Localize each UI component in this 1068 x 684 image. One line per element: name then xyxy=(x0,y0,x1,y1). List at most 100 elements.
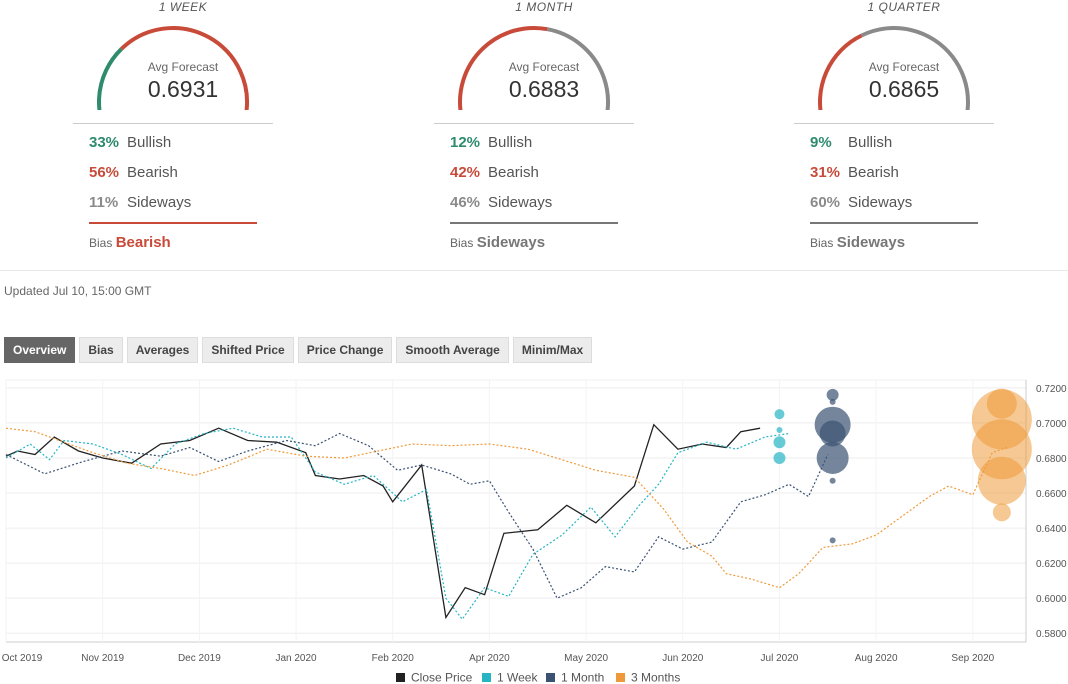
gauge-segment-red xyxy=(458,26,548,110)
legend-label[interactable]: 3 Months xyxy=(631,671,680,684)
forecast-bubble xyxy=(829,477,836,484)
sideways-pct: 46% xyxy=(450,194,481,211)
legend-label[interactable]: 1 Month xyxy=(561,671,604,684)
forecast-gauge xyxy=(458,26,610,110)
legend-label[interactable]: Close Price xyxy=(411,671,473,684)
gauge-segment-red xyxy=(120,26,249,110)
y-tick-label: 0.5800 xyxy=(1036,629,1067,640)
x-tick-label: Jan 2020 xyxy=(275,653,317,664)
legend-swatch xyxy=(482,673,491,682)
series-line-1-month xyxy=(5,432,829,599)
panel-title: 1 MONTH xyxy=(515,0,573,14)
sideways-pct: 60% xyxy=(810,194,841,211)
y-tick-label: 0.6000 xyxy=(1036,594,1067,605)
x-tick-label: May 2020 xyxy=(564,653,608,664)
gauge-segment-green xyxy=(97,47,123,110)
bearish-pct: 42% xyxy=(450,164,481,181)
bullish-row: 33% Bullish xyxy=(89,134,171,151)
tab-shifted-price[interactable]: Shifted Price xyxy=(202,337,294,363)
tab-minim-max[interactable]: Minim/Max xyxy=(512,337,593,363)
series-line-close-price xyxy=(5,423,761,620)
y-tick-label: 0.6400 xyxy=(1036,524,1067,535)
bearish-row: 56% Bearish xyxy=(89,164,178,181)
avg-forecast-value: 0.6865 xyxy=(868,76,940,102)
forecast-bubble xyxy=(977,456,1026,505)
bearish-label: Bearish xyxy=(127,164,178,181)
plot-area xyxy=(5,379,1027,643)
avg-forecast-value: 0.6883 xyxy=(508,76,580,102)
y-tick-label: 0.7000 xyxy=(1036,419,1067,430)
updated-timestamp: Updated Jul 10, 15:00 GMT xyxy=(4,284,152,298)
avg-forecast-label: Avg Forecast xyxy=(868,60,940,74)
forecast-bubble xyxy=(773,436,786,449)
forecast-bubble xyxy=(816,441,849,474)
avg-forecast-value: 0.6931 xyxy=(147,76,219,102)
section-divider xyxy=(0,270,1068,271)
tab-bias[interactable]: Bias xyxy=(79,337,123,363)
bias-rule xyxy=(89,222,257,224)
x-tick-label: Jul 2020 xyxy=(761,653,799,664)
y-tick-label: 0.7200 xyxy=(1036,384,1067,395)
x-tick-label: Aug 2020 xyxy=(855,653,898,664)
bullish-pct: 12% xyxy=(450,134,481,151)
forecast-panel-month: 1 MONTH Avg Forecast 0.6883 12% Bullish 4… xyxy=(434,0,654,260)
x-tick-label: Apr 2020 xyxy=(469,653,510,664)
bearish-label: Bearish xyxy=(488,164,539,181)
legend-swatch xyxy=(616,673,625,682)
bullish-row: 12% Bullish xyxy=(450,134,532,151)
x-tick-label: Feb 2020 xyxy=(372,653,415,664)
tab-price-change[interactable]: Price Change xyxy=(297,337,393,363)
forecast-gauge xyxy=(818,26,970,110)
forecast-bubble xyxy=(819,420,846,447)
avg-forecast-label: Avg Forecast xyxy=(147,60,219,74)
legend-swatch xyxy=(396,673,405,682)
gauge-segment-gray xyxy=(546,27,610,110)
x-tick-label: Oct 2019 xyxy=(2,653,43,664)
bias-label: Bias xyxy=(89,236,113,250)
panel-title: 1 WEEK xyxy=(158,0,208,14)
y-tick-label: 0.6200 xyxy=(1036,559,1067,570)
y-tick-label: 0.6800 xyxy=(1036,454,1067,465)
x-tick-label: Nov 2019 xyxy=(81,653,124,664)
tab-overview[interactable]: Overview xyxy=(4,337,76,363)
divider xyxy=(434,123,634,124)
bullish-pct: 33% xyxy=(89,134,120,151)
sideways-row: 11% Sideways xyxy=(89,194,191,211)
forecast-bubble xyxy=(774,409,785,420)
bearish-pct: 56% xyxy=(89,164,120,181)
forecast-gauge xyxy=(97,26,249,110)
tab-smooth-average[interactable]: Smooth Average xyxy=(396,337,509,363)
bias-indicator: Bias Bearish xyxy=(89,234,171,251)
bias-rule xyxy=(450,222,618,224)
forecast-bubble xyxy=(826,388,839,401)
bearish-pct: 31% xyxy=(810,164,841,181)
bullish-label: Bullish xyxy=(127,134,172,151)
bias-value: Sideways xyxy=(476,234,546,251)
chart-tabs: Overview Bias Averages Shifted Price Pri… xyxy=(4,337,593,363)
forecast-panel-week: 1 WEEK Avg Forecast 0.6931 33% Bullish 56… xyxy=(73,0,293,260)
x-tick-label: Sep 2020 xyxy=(951,653,994,664)
legend-label[interactable]: 1 Week xyxy=(497,671,538,684)
gauge-segment-gray xyxy=(860,26,970,110)
bias-label: Bias xyxy=(450,236,474,250)
divider xyxy=(73,123,273,124)
forecast-bubble xyxy=(773,451,786,464)
avg-forecast-label: Avg Forecast xyxy=(508,60,580,74)
bias-indicator: Bias Sideways xyxy=(810,234,905,251)
divider xyxy=(794,123,994,124)
bearish-label: Bearish xyxy=(848,164,899,181)
panel-title: 1 QUARTER xyxy=(867,0,941,14)
sideways-pct: 11% xyxy=(89,194,119,211)
bias-rule xyxy=(810,222,978,224)
sideways-row: 46% Sideways xyxy=(450,194,552,211)
tab-averages[interactable]: Averages xyxy=(126,337,199,363)
forecast-panel-quarter: 1 QUARTER Avg Forecast 0.6865 9% Bullish … xyxy=(794,0,1014,260)
forecast-bubble xyxy=(992,503,1011,522)
series-line-1-week xyxy=(5,427,790,621)
legend-swatch xyxy=(546,673,555,682)
forecast-bubble xyxy=(829,537,836,544)
bullish-pct: 9% xyxy=(810,134,832,151)
forecast-bubble xyxy=(776,426,783,433)
bullish-row: 9% Bullish xyxy=(810,134,892,151)
bearish-row: 42% Bearish xyxy=(450,164,539,181)
